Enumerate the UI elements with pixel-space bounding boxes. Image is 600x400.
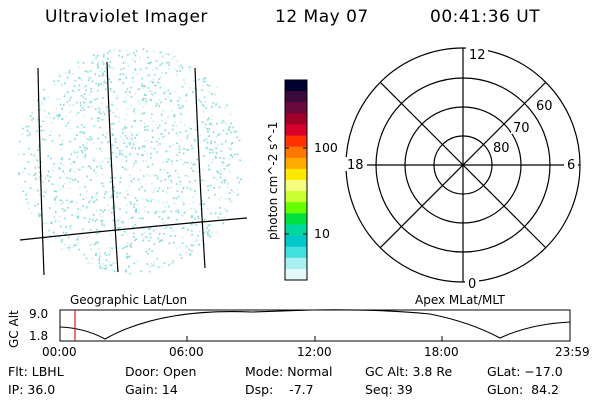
colorbar-tick-100: 100: [314, 140, 338, 155]
strip-right-label: Apex MLat/MLT: [415, 293, 505, 307]
colorbar-segment: [285, 168, 307, 181]
colorbar-segment: [285, 135, 307, 148]
colorbar-ticks: [285, 147, 307, 235]
colorbar-segment: [285, 268, 307, 281]
altitude-curve: [59, 309, 571, 340]
ip-status: IP: 36.0: [8, 382, 56, 397]
observation-date: 12 May 07: [275, 7, 369, 27]
strip-ytick-9: 9.0: [29, 307, 48, 321]
mode-status: Mode: Normal: [245, 364, 333, 379]
mlat-label-80: 80: [493, 141, 510, 156]
polar-diagonal-2: [379, 81, 547, 249]
colorbar-segment: [285, 157, 307, 170]
colorbar-segment: [285, 246, 307, 259]
colorbar: 100 10 photon cm^-2 s^-1: [266, 79, 338, 281]
mlat-label-70: 70: [513, 121, 530, 136]
mlt-label-0: 0: [468, 277, 476, 292]
colorbar-segment: [285, 235, 307, 248]
strip-xtick-0000: 00:00: [42, 345, 77, 359]
colorbar-segment: [285, 124, 307, 137]
strip-x-ticks: [186, 336, 443, 341]
mlt-label-6: 6: [567, 158, 575, 173]
strip-left-label: Geographic Lat/Lon: [70, 293, 187, 307]
colorbar-segment: [285, 180, 307, 192]
colorbar-segment: [285, 146, 307, 159]
strip-xtick-1200: 12:00: [297, 345, 332, 359]
strip-xtick-1800: 18:00: [424, 345, 459, 359]
colorbar-segment: [285, 191, 307, 203]
colorbar-segment: [285, 202, 307, 214]
colorbar-segment: [285, 224, 307, 237]
polar-plot: [345, 47, 581, 283]
geographic-grid: [19, 61, 248, 276]
strip-ytick-1.8: 1.8: [29, 329, 48, 343]
lat-line-1: [19, 217, 248, 241]
lon-line-3: [194, 67, 206, 269]
image-speckle: [18, 48, 242, 275]
mlt-label-12: 12: [469, 48, 486, 63]
filter-status: Flt: LBHL: [8, 364, 64, 379]
colorbar-segment: [285, 80, 307, 92]
sequence-status: Seq: 39: [365, 382, 413, 397]
colorbar-segment: [285, 213, 307, 225]
colorbar-segment: [285, 113, 307, 125]
strip-axis-title: GC Alt: [7, 310, 21, 348]
colorbar-segment: [285, 257, 307, 270]
dsp-status: Dsp: -7.7: [245, 382, 314, 397]
colorbar-segment: [285, 91, 307, 103]
lon-line-1: [37, 67, 45, 276]
strip-xtick-2359: 23:59: [555, 345, 590, 359]
observation-time: 00:41:36 UT: [430, 7, 541, 27]
strip-xtick-0600: 06:00: [169, 345, 204, 359]
mlt-label-18: 18: [347, 158, 364, 173]
image-disc: [15, 45, 245, 275]
imager-title: Ultraviolet Imager: [45, 7, 208, 27]
door-status: Door: Open: [125, 364, 197, 379]
auroral-image: [15, 45, 245, 275]
colorbar-label: photon cm^-2 s^-1: [266, 122, 280, 240]
geographic-lon-status: GLon: 84.2: [487, 382, 559, 397]
gain-status: Gain: 14: [125, 382, 178, 397]
colorbar-tick-10: 10: [314, 226, 330, 241]
colorbar-frame: [284, 79, 308, 281]
mlat-label-60: 60: [536, 99, 553, 114]
geographic-lat-status: GLat: −17.0: [487, 364, 563, 379]
gc-altitude-status: GC Alt: 3.8 Re: [365, 364, 453, 379]
colorbar-segment: [285, 102, 307, 114]
lon-line-2: [106, 61, 119, 273]
